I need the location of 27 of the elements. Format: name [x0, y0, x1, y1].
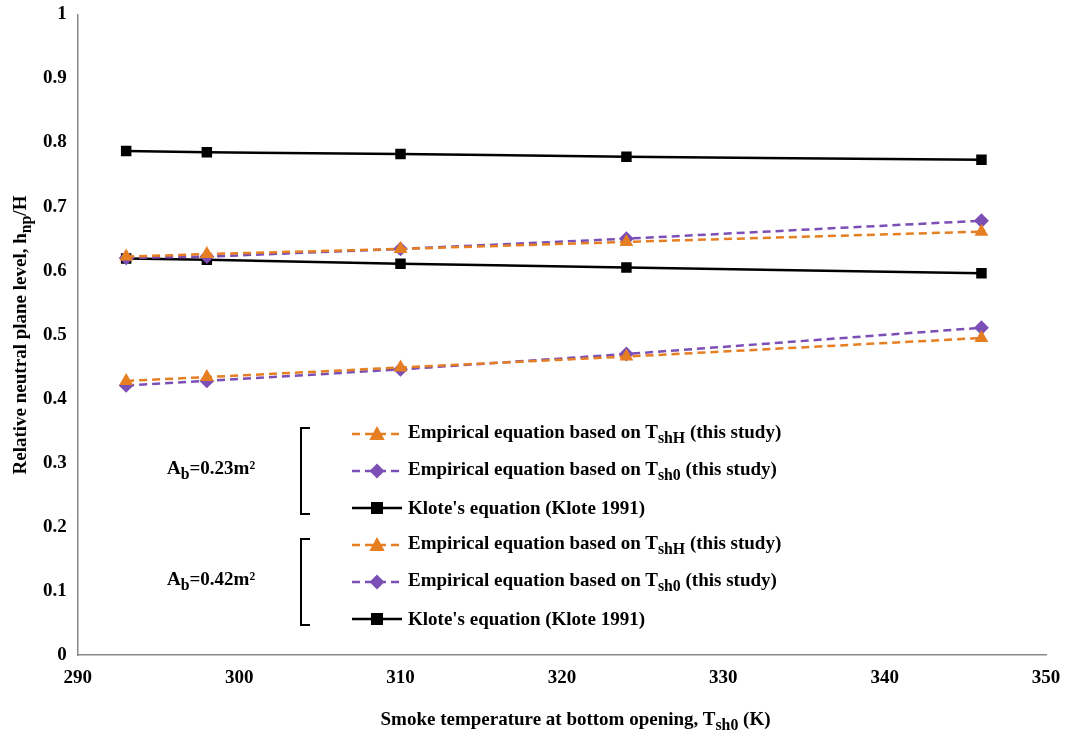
y-tick-label: 0.9 — [43, 66, 67, 88]
legend-label: Empirical equation based on T$_{shH}$ (this study) — [408, 531, 782, 558]
y-tick-label: 0.2 — [43, 514, 67, 536]
x-tick-label: 350 — [1031, 665, 1061, 687]
x-tick-label: 340 — [870, 665, 899, 687]
x-tick-label: 300 — [224, 665, 254, 687]
y-tick-label: 0.8 — [43, 130, 67, 152]
legend-label: Klote's equation (Klote 1991) — [408, 607, 645, 630]
x-tick-label: 320 — [547, 665, 577, 687]
x-tick-label: 290 — [63, 665, 92, 687]
legend-label: Empirical equation based on T$_{sh0}$ (this study) — [408, 568, 777, 595]
x-tick-label: 330 — [709, 665, 738, 687]
legend-label: Empirical equation based on T$_{sh0}$ (this study) — [408, 457, 777, 484]
legend-label: Empirical equation based on T$_{shH}$ (this study) — [408, 420, 782, 447]
y-tick-label: 0 — [57, 643, 67, 665]
y-tick-label: 0.4 — [43, 386, 68, 408]
y-tick-label: 0.7 — [43, 194, 68, 216]
annotation: A$_{b}$=0.42m² — [167, 568, 256, 594]
y-tick-label: 0.1 — [43, 579, 67, 601]
annotation: A$_{b}$=0.23m² — [167, 457, 256, 483]
y-tick-label: 0.3 — [43, 450, 67, 472]
y-tick-label: 1 — [57, 2, 67, 24]
legend-label: Klote's equation (Klote 1991) — [408, 496, 645, 519]
x-axis-title: Smoke temperature at bottom opening, T$_{sh0}$ (K) — [379, 708, 772, 734]
y-tick-label: 0.5 — [43, 322, 67, 344]
y-tick-label: 0.6 — [43, 258, 67, 280]
x-tick-label: 310 — [386, 665, 415, 687]
